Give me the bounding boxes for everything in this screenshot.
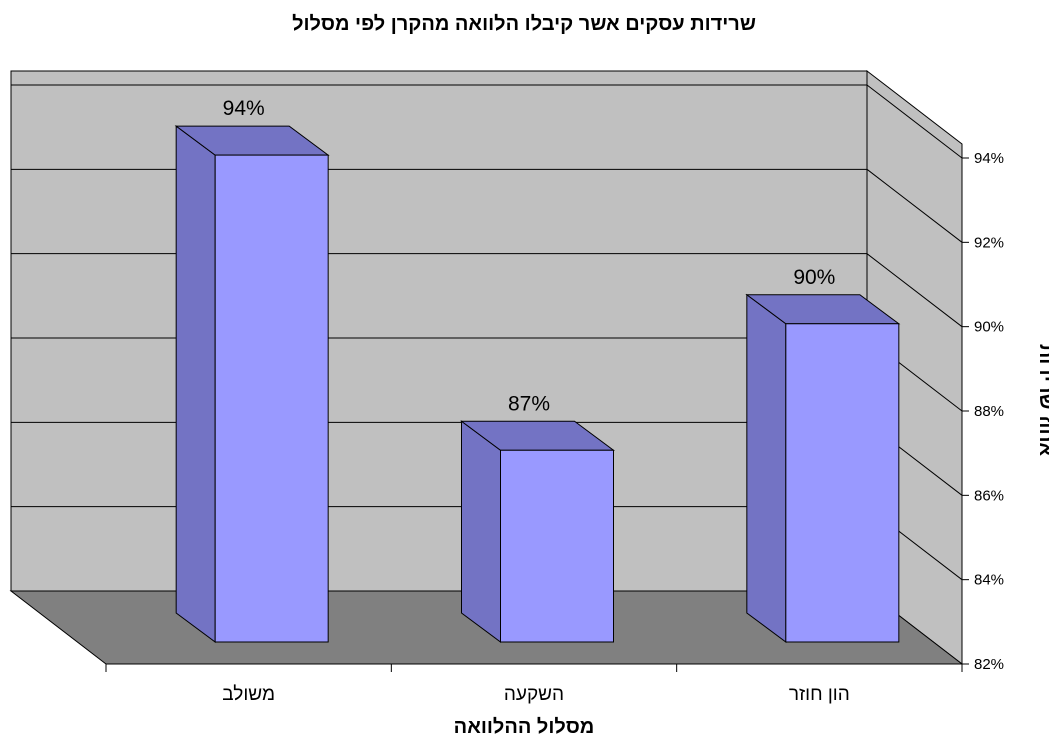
y-axis: 82% 84% 86% 88% 90% 92% 94% xyxy=(961,150,1004,673)
bar-side xyxy=(461,420,501,643)
bar-front xyxy=(785,323,900,643)
y-tick-label: 84% xyxy=(974,572,1004,589)
bar-front xyxy=(500,449,614,643)
data-label: 94% xyxy=(223,97,265,120)
y-tick-label: 92% xyxy=(974,234,1004,251)
chart-title: שרידות עסקים אשר קיבלו הלוואה מהקרן לפי … xyxy=(292,13,756,35)
y-tick-label: 86% xyxy=(974,487,1004,504)
bar xyxy=(745,293,901,643)
gridlines xyxy=(11,84,963,581)
x-tick-label: משולב xyxy=(222,684,275,705)
data-labels: 94% 87% 90% xyxy=(223,97,836,415)
y-tick-label: 82% xyxy=(974,656,1004,673)
x-tick-label: השקעה xyxy=(504,684,564,705)
y-tick-label: 88% xyxy=(974,403,1004,420)
bars xyxy=(174,125,901,643)
y-axis-title: אחוז שרידות xyxy=(1035,344,1049,457)
x-tick-label: הון חוזר xyxy=(789,684,850,705)
gridline-side xyxy=(866,168,963,243)
gridline-side xyxy=(866,84,963,159)
data-label: 87% xyxy=(508,392,550,415)
bar-side xyxy=(746,293,787,643)
x-axis-title: מסלול ההלוואה xyxy=(454,716,595,738)
gridline-side xyxy=(866,253,963,328)
bar-front xyxy=(214,154,329,643)
bar-side xyxy=(175,125,216,643)
y-tick-label: 90% xyxy=(974,319,1004,336)
y-tick-label: 94% xyxy=(974,150,1004,167)
x-axis: משולב השקעה הון חוזר xyxy=(105,663,963,705)
bar xyxy=(174,125,330,643)
bar xyxy=(459,420,616,643)
data-label: 90% xyxy=(793,266,835,289)
chart-back-wall xyxy=(10,70,868,592)
